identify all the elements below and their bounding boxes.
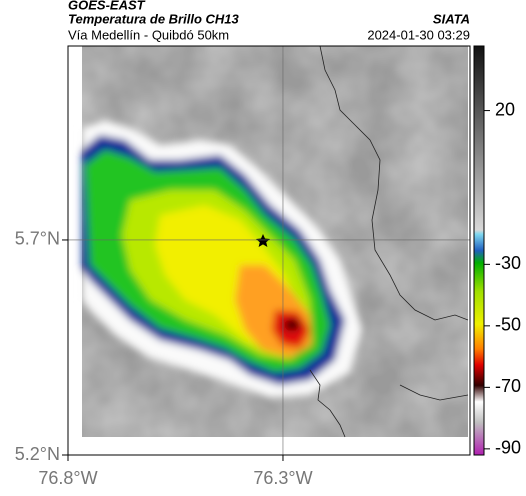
y-tick-label: 5.2°N [15, 444, 60, 464]
colorbar-tick-label: -50 [495, 315, 521, 335]
colorbar [473, 45, 485, 456]
title: GOES-EAST [68, 0, 146, 12]
subtitle: Temperatura de Brillo CH13 [68, 11, 240, 26]
satellite-image [82, 45, 469, 438]
colorbar-tick-label: 20 [495, 99, 515, 119]
city-marker [256, 234, 270, 247]
x-tick-label: 76.8°W [38, 468, 97, 488]
datetime: 2024-01-30 03:29 [367, 27, 470, 42]
colorbar-tick-label: -70 [495, 376, 521, 396]
map-frame [67, 45, 471, 456]
source: SIATA [433, 11, 470, 26]
colorbar-tick-label: -30 [495, 253, 521, 273]
colorbar-tick-label: -90 [495, 438, 521, 458]
y-tick-label: 5.7°N [15, 229, 60, 249]
location: Vía Medellín - Quibdó 50km [68, 27, 229, 42]
grid [68, 46, 470, 455]
x-tick-label: 76.3°W [253, 468, 312, 488]
